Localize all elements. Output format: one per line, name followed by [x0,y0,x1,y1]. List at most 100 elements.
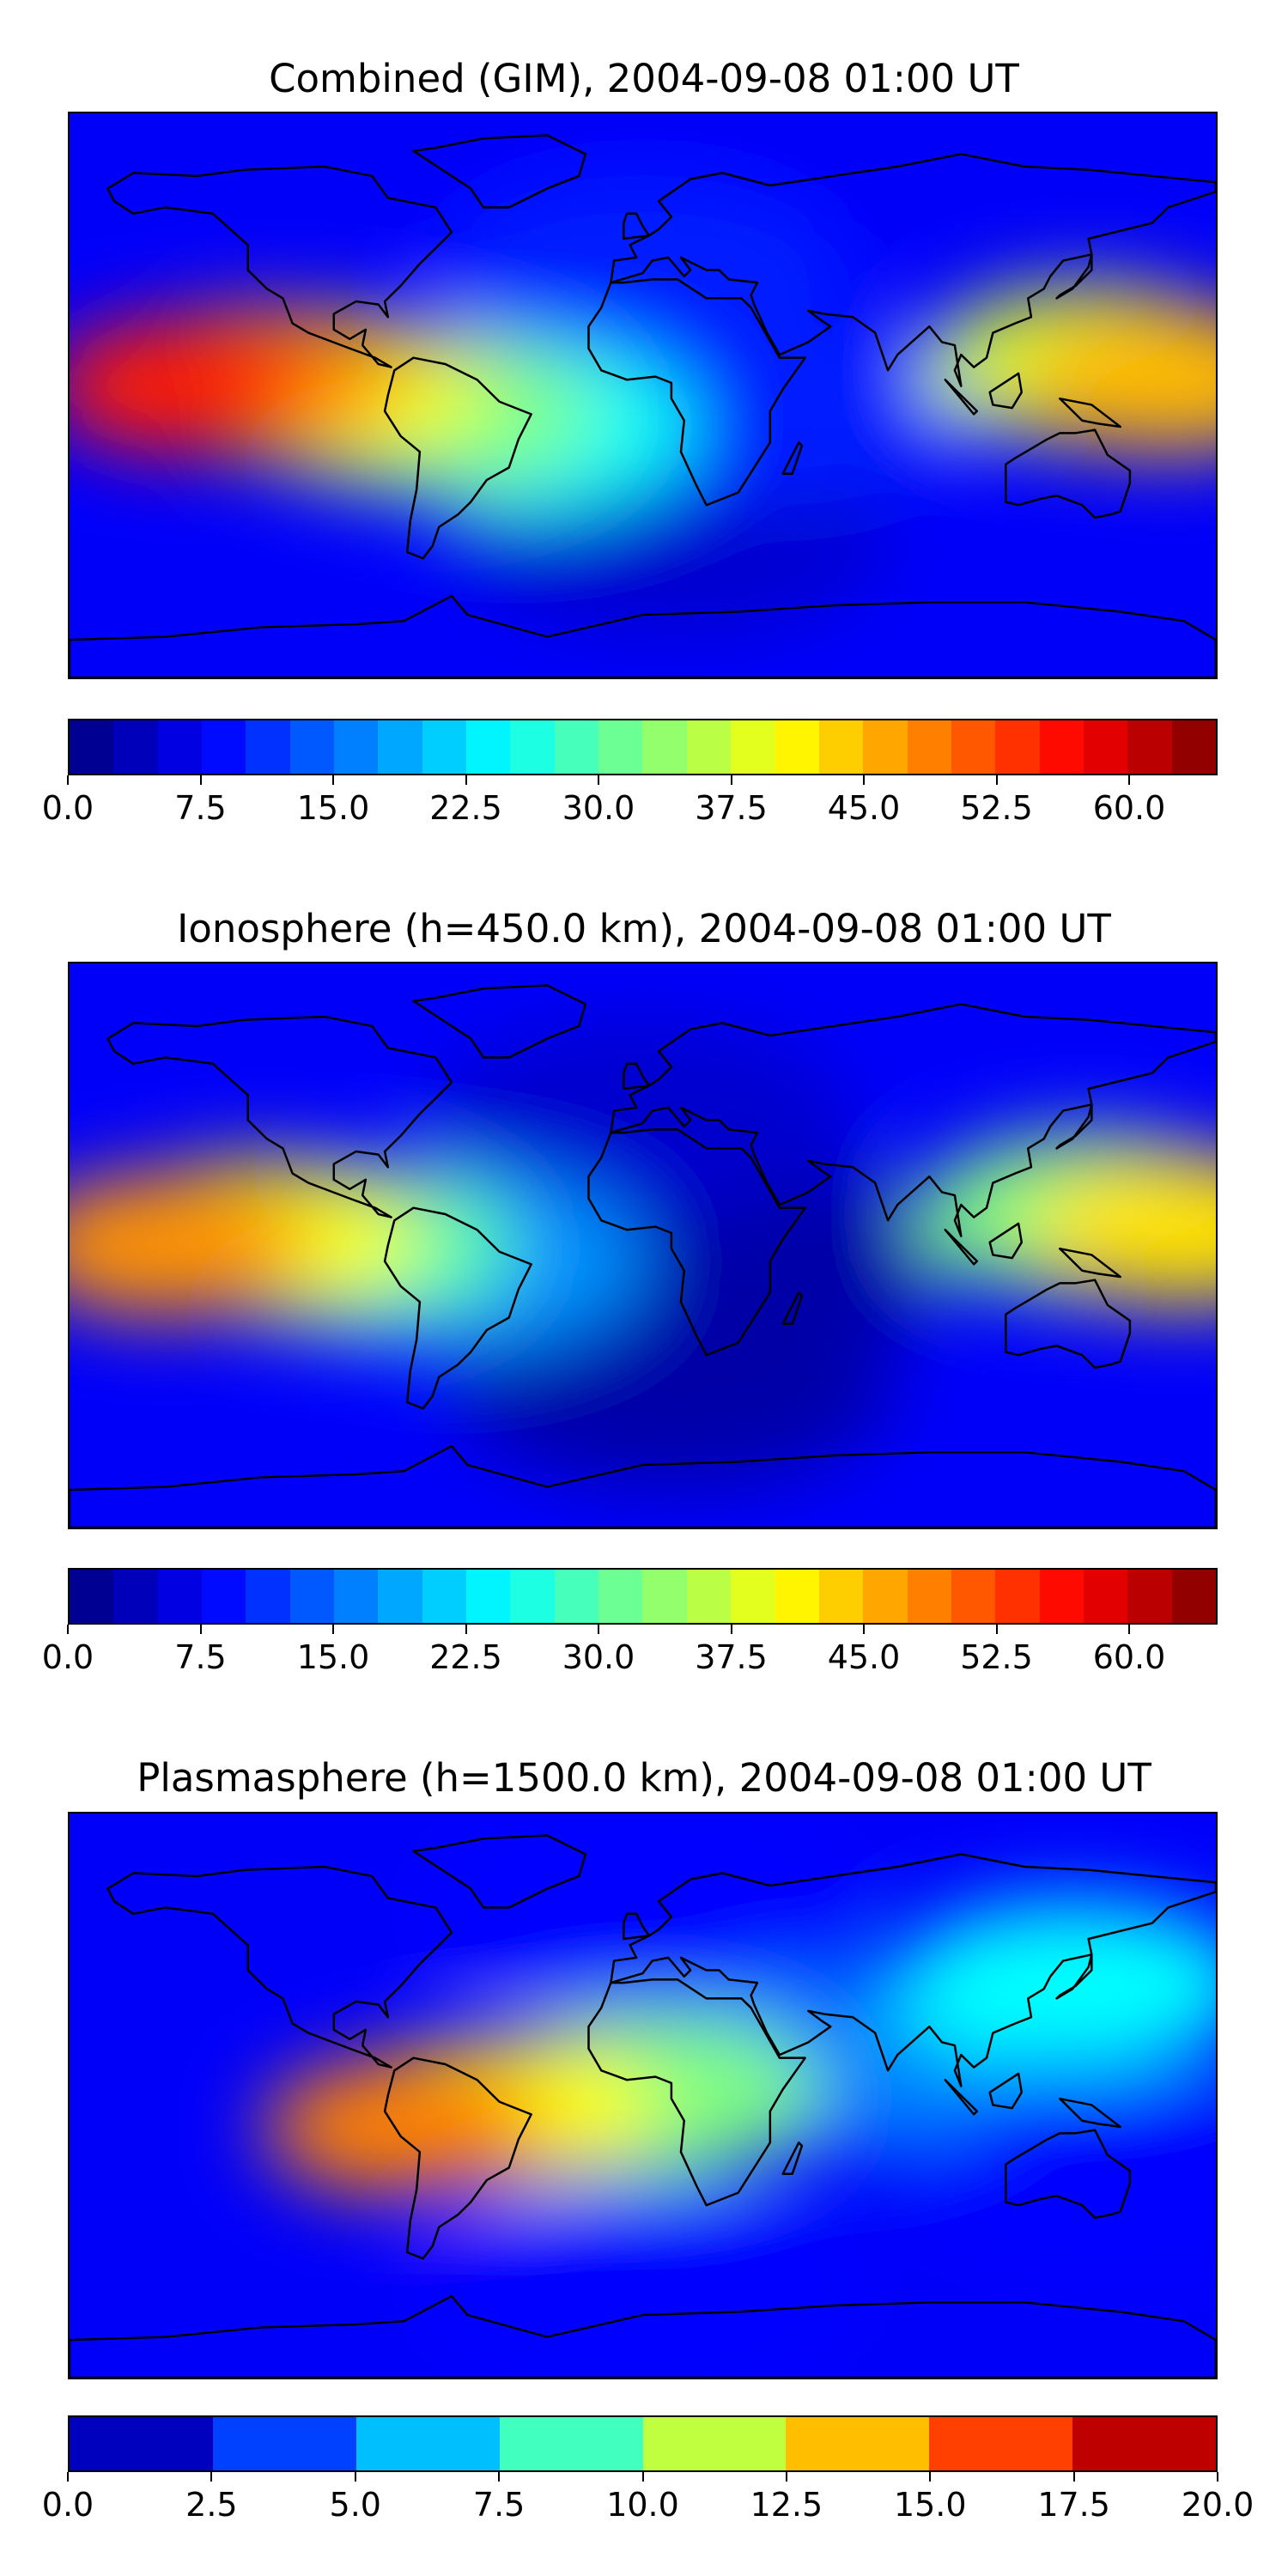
coastline [383,2057,532,2260]
coastline [412,984,587,1059]
colorbar-segment [157,1570,203,1623]
coastline [587,1978,806,2207]
heatmap-svg [70,963,1216,1528]
colorbar-segment [1039,720,1084,774]
colorbar-segment [786,2417,930,2470]
tec-field [70,174,1216,636]
coastlines [70,134,1216,677]
colorbar-tick-label: 17.5 [1037,2486,1110,2524]
colorbar-segment [951,1570,996,1623]
colorbar-tick [641,2472,644,2482]
coastline [70,594,1216,677]
tec-feature [908,2075,1216,2273]
colorbar-tick-label: 15.0 [296,789,370,827]
coastline [412,1834,587,1909]
colorbar-segment [642,720,687,774]
colorbar-tick [995,1625,998,1634]
colorbar-segment [334,1570,379,1623]
colorbar-segment [246,1570,290,1623]
colorbar-segment [289,1570,335,1623]
coastline [610,1003,1216,1237]
coastline [988,1222,1024,1260]
coastline [1058,397,1121,428]
tec-map [68,962,1218,1529]
coastline [587,1128,806,1357]
tec-feature [263,2058,544,2196]
colorbar-tick-label: 10.0 [606,2486,679,2524]
colorbar-tick [210,2472,213,2482]
tec-feature [1028,1154,1216,1305]
colorbar-segment [775,720,819,774]
colorbar-segment [70,2417,213,2470]
coastline [944,2078,979,2116]
colorbar-tick-label: 45.0 [827,1638,901,1676]
tec-feature [890,1900,1216,2072]
colorbar-tick [1217,2472,1218,2482]
colorbar-segment [113,720,158,774]
colorbar-tick-label: 37.5 [695,789,768,827]
colorbar-tick-label: 7.5 [174,789,227,827]
colorbar-tick-label: 30.0 [562,789,635,827]
colorbar-tick [332,1625,334,1634]
coastline [781,2142,804,2175]
colorbar-segment [378,720,422,774]
coastline [610,153,1216,387]
colorbar-segment [212,2417,356,2470]
colorbar-segment [863,1570,908,1623]
coastlines [70,1834,1216,2378]
colorbar-tick [730,1625,732,1634]
tec-feature [70,1175,312,1316]
colorbar-segment [1127,1570,1172,1623]
colorbar-segment [334,720,379,774]
coastline [383,1206,532,1410]
colorbar-tick [1128,1625,1130,1634]
colorbar-tick [199,775,202,785]
colorbar-ticks: 0.0 2.5 5.0 7.5 10.0 12.5 15.0 17.5 20.0 [42,2472,1254,2524]
colorbar-segment [1127,720,1172,774]
coastline [623,1912,651,1941]
coastline [988,372,1024,410]
coastline [623,212,651,240]
coastlines [70,984,1216,1528]
colorbar-segment [510,1570,555,1623]
colorbar-segment [995,720,1040,774]
tec-feature [429,1022,856,1218]
coastline [412,134,587,209]
colorbar-segment [818,1570,864,1623]
colorbar-tick [863,1625,865,1634]
colorbar-segment [510,720,555,774]
colorbar-segment [907,1570,951,1623]
coastline [1055,1103,1093,1150]
colorbar-segment [202,1570,246,1623]
colorbar-tick-label: 37.5 [695,1638,768,1676]
coastline [106,1015,453,1218]
coastline [70,2294,1216,2378]
colorbar-segment [775,1570,819,1623]
map-title: Plasmasphere (h=1500.0 km), 2004-09-08 0… [137,1755,1151,1801]
coastline [944,1228,979,1266]
coastline [1004,428,1132,519]
colorbar-segment [686,720,732,774]
colorbar-tick [785,2472,787,2482]
colorbar-segment [907,720,951,774]
colorbar-tick [863,775,865,785]
colorbar-segment [499,2417,643,2470]
colorbar-tick-label: 7.5 [472,2486,526,2524]
colorbar-segment [642,2417,787,2470]
colorbar-tick [598,1625,599,1634]
colorbar-tick [354,2472,356,2482]
colorbar-segment [70,720,114,774]
colorbar-segment [686,1570,732,1623]
colorbar-segment [929,2417,1073,2470]
coastline [106,165,453,368]
colorbar-tick-label: 60.0 [1092,1638,1166,1676]
colorbar-ticks: 0.0 7.5 15.0 22.5 30.0 37.5 45.0 52.5 60.0 [42,1625,1218,1676]
coastline [988,2072,1024,2110]
tec-map [68,112,1218,679]
colorbar-segment [289,720,335,774]
map-title: Ionosphere (h=450.0 km), 2004-09-08 01:0… [177,906,1111,951]
colorbar-tick [995,775,998,785]
colorbar-segment [554,720,599,774]
colorbar-segment [598,1570,643,1623]
coastline [610,1853,1216,2087]
